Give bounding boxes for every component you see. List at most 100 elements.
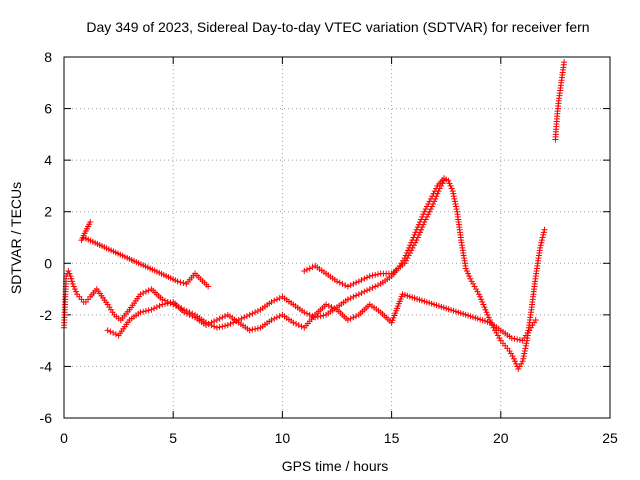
data-point bbox=[482, 306, 489, 313]
data-point bbox=[137, 309, 144, 316]
data-point bbox=[372, 271, 379, 278]
data-point bbox=[430, 200, 437, 207]
data-point bbox=[347, 315, 354, 322]
data-point bbox=[427, 206, 434, 213]
data-point bbox=[153, 304, 160, 311]
data-point bbox=[520, 355, 527, 362]
data-point bbox=[429, 203, 436, 210]
y-tick-label: -4 bbox=[40, 358, 53, 374]
data-point bbox=[181, 309, 188, 316]
data-point bbox=[515, 366, 522, 373]
data-point bbox=[361, 275, 368, 282]
data-point bbox=[416, 229, 423, 236]
data-point bbox=[230, 319, 237, 326]
data-point bbox=[470, 280, 477, 287]
data-point bbox=[137, 291, 144, 298]
data-point bbox=[474, 288, 481, 295]
data-point bbox=[539, 234, 546, 241]
data-point bbox=[423, 203, 430, 210]
data-point bbox=[142, 307, 149, 314]
data-point bbox=[366, 286, 373, 293]
data-point bbox=[249, 310, 256, 317]
data-point bbox=[538, 237, 545, 244]
axis-ticks bbox=[63, 56, 611, 419]
data-point bbox=[522, 345, 529, 352]
plot-frame bbox=[63, 56, 611, 419]
data-point bbox=[466, 273, 473, 280]
data-point bbox=[252, 326, 259, 333]
data-point bbox=[347, 282, 354, 289]
data-point bbox=[186, 311, 193, 318]
data-point bbox=[65, 268, 72, 275]
data-point bbox=[513, 360, 520, 367]
data-point bbox=[249, 326, 256, 333]
data-point bbox=[67, 273, 74, 280]
data-point bbox=[518, 360, 525, 367]
data-point bbox=[471, 283, 478, 290]
data-point bbox=[467, 275, 474, 282]
data-point bbox=[246, 327, 253, 334]
data-point bbox=[479, 298, 486, 305]
data-point bbox=[344, 317, 351, 324]
x-tick-label: 20 bbox=[493, 430, 509, 446]
data-point bbox=[145, 307, 152, 314]
data-point bbox=[369, 272, 376, 279]
grid-lines bbox=[64, 57, 610, 418]
data-point bbox=[183, 310, 190, 317]
y-axis-label: SDTVAR / TECUs bbox=[8, 182, 24, 294]
data-point bbox=[238, 315, 245, 322]
data-point bbox=[403, 257, 410, 264]
data-point bbox=[222, 322, 229, 329]
y-tick-label: 2 bbox=[44, 204, 52, 220]
data-point bbox=[325, 302, 332, 309]
data-point bbox=[336, 279, 343, 286]
data-point bbox=[219, 323, 226, 330]
data-point bbox=[290, 319, 297, 326]
data-point bbox=[441, 177, 448, 184]
data-point bbox=[342, 282, 349, 289]
data-point bbox=[422, 216, 429, 223]
data-point bbox=[320, 312, 327, 319]
data-point bbox=[273, 296, 280, 303]
data-point bbox=[211, 323, 218, 330]
data-point bbox=[434, 190, 441, 197]
data-point bbox=[537, 244, 544, 251]
data-point bbox=[241, 314, 248, 321]
data-point bbox=[406, 249, 413, 256]
data-point bbox=[521, 347, 528, 354]
data-point bbox=[532, 317, 539, 324]
data-point bbox=[414, 234, 421, 241]
data-point bbox=[213, 324, 220, 331]
data-point bbox=[164, 300, 171, 307]
data-point bbox=[162, 300, 169, 307]
y-tick-label: 4 bbox=[44, 152, 52, 168]
data-point bbox=[493, 329, 500, 336]
data-point bbox=[516, 363, 523, 370]
data-point bbox=[540, 229, 547, 236]
data-point bbox=[328, 304, 335, 311]
data-point bbox=[252, 309, 259, 316]
data-point bbox=[254, 325, 261, 332]
data-point bbox=[69, 280, 76, 287]
data-point bbox=[306, 265, 313, 272]
data-point bbox=[511, 335, 518, 342]
data-point bbox=[323, 301, 330, 308]
y-tick-label: -2 bbox=[40, 307, 53, 323]
data-point bbox=[475, 291, 482, 298]
data-point bbox=[151, 305, 158, 312]
data-point bbox=[541, 226, 548, 233]
data-point bbox=[435, 188, 442, 195]
data-point bbox=[433, 193, 440, 200]
data-point bbox=[410, 242, 417, 249]
data-point bbox=[369, 284, 376, 291]
data-point bbox=[71, 286, 78, 293]
data-point bbox=[350, 314, 357, 321]
data-point bbox=[364, 287, 371, 294]
data-point bbox=[358, 289, 365, 296]
data-point bbox=[507, 350, 514, 357]
data-point bbox=[451, 198, 458, 205]
data-point bbox=[344, 296, 351, 303]
data-point bbox=[450, 193, 457, 200]
y-tick-label: 0 bbox=[44, 255, 52, 271]
data-point bbox=[514, 336, 521, 343]
